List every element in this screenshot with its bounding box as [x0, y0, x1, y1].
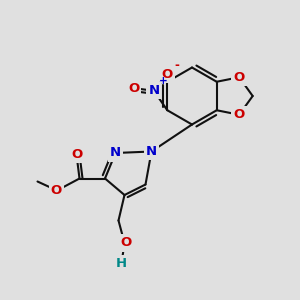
Text: -: - — [175, 59, 180, 72]
Text: O: O — [120, 236, 132, 250]
Text: N: N — [146, 145, 157, 158]
Text: N: N — [148, 84, 159, 97]
Text: O: O — [51, 184, 62, 197]
Text: O: O — [162, 68, 173, 81]
Text: O: O — [234, 71, 245, 84]
Text: N: N — [110, 146, 121, 160]
Text: O: O — [128, 82, 139, 95]
Text: O: O — [234, 108, 245, 121]
Text: +: + — [159, 76, 168, 86]
Text: H: H — [116, 257, 127, 270]
Text: O: O — [71, 148, 82, 161]
